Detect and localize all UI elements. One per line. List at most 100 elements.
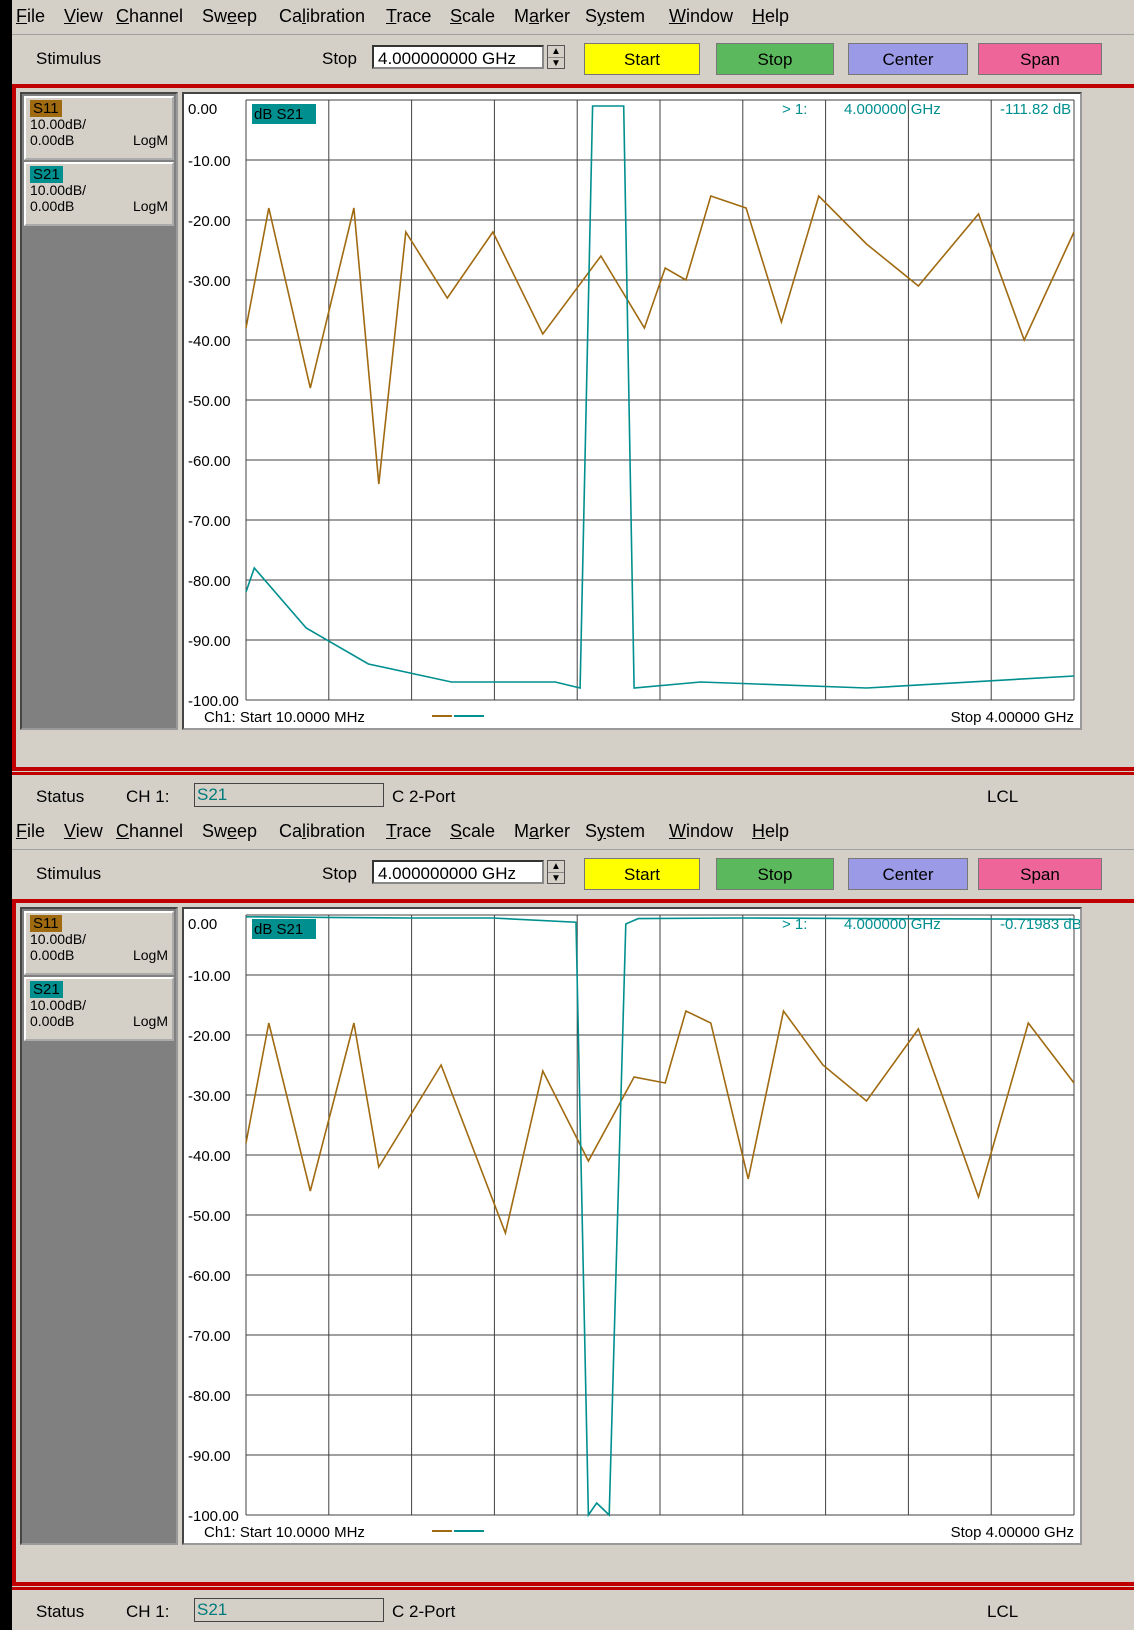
span-button[interactable]: Span bbox=[978, 43, 1102, 75]
stop-label: Stop bbox=[322, 864, 357, 883]
start-frequency-label: Ch1: Start 10.0000 MHz bbox=[204, 709, 365, 726]
menu-channel[interactable]: Channel bbox=[116, 6, 184, 26]
menu-window[interactable]: Window bbox=[669, 6, 734, 26]
y-tick-label: -40.00 bbox=[188, 1148, 231, 1165]
y-tick-label: 0.00 bbox=[188, 916, 217, 933]
trace-s11-ref: 0.00dB bbox=[30, 132, 75, 148]
menu-system[interactable]: System bbox=[585, 6, 646, 26]
spin-up-icon[interactable]: ▲ bbox=[548, 46, 564, 58]
center-button[interactable]: Center bbox=[848, 43, 968, 75]
stop-frequency-input[interactable]: 4.000000000 GHz bbox=[372, 860, 544, 884]
stimulus-label: Stimulus bbox=[36, 864, 102, 883]
y-tick-label: -60.00 bbox=[188, 453, 231, 470]
trace-s11-box[interactable]: S11 10.00dB/ 0.00dB LogM bbox=[24, 96, 174, 160]
menu-bar: File View Channel Sweep Calibration Trace Scal… bbox=[12, 815, 1134, 850]
menu-calibration[interactable]: Calibration bbox=[279, 6, 366, 26]
menu-scale[interactable]: Scale bbox=[450, 821, 496, 841]
trace-s21-box[interactable]: S21 10.00dB/ 0.00dB LogM bbox=[24, 977, 174, 1041]
trace-s11-line bbox=[245, 1009, 1075, 1236]
y-tick-label: -80.00 bbox=[188, 573, 231, 590]
marker-readout: 4.000000 GHz bbox=[844, 101, 941, 118]
menu-trace[interactable]: Trace bbox=[386, 821, 432, 841]
stop-button[interactable]: Stop bbox=[716, 858, 834, 890]
trace-s21-ref: 0.00dB bbox=[30, 198, 75, 214]
status-cal-mode: C 2-Port bbox=[392, 787, 456, 806]
menu-marker[interactable]: Marker bbox=[514, 821, 571, 841]
y-tick-label: -10.00 bbox=[188, 968, 231, 985]
menu-scale[interactable]: Scale bbox=[450, 6, 496, 26]
start-button[interactable]: Start bbox=[584, 858, 700, 890]
menu-file[interactable]: File bbox=[16, 6, 46, 26]
menu-system[interactable]: System bbox=[585, 821, 646, 841]
trace-s21-ref: 0.00dB bbox=[30, 1013, 75, 1029]
stop-frequency-input[interactable]: 4.000000000 GHz bbox=[372, 45, 544, 69]
status-label: Status bbox=[36, 1602, 85, 1621]
status-channel: CH 1: bbox=[126, 1602, 170, 1621]
marker-readout: 4.000000 GHz bbox=[844, 916, 941, 933]
y-tick-label: -90.00 bbox=[188, 1448, 231, 1465]
plot-area[interactable]: 0.00 -10.00 -20.00 -30.00 -40.00 -50.00 -60.00… bbox=[182, 907, 1082, 1545]
y-tick-label: -20.00 bbox=[188, 213, 231, 230]
menu-view[interactable]: View bbox=[64, 821, 103, 841]
y-tick-label: -90.00 bbox=[188, 633, 231, 650]
y-tick-label: -30.00 bbox=[188, 273, 231, 290]
status-active-trace: S21 bbox=[194, 783, 384, 807]
menu-window[interactable]: Window bbox=[669, 821, 734, 841]
trace-s21-line bbox=[245, 105, 1075, 690]
trace-label: dB S21 bbox=[254, 921, 303, 938]
spin-down-icon[interactable]: ▼ bbox=[551, 58, 561, 69]
frequency-spinner[interactable]: ▲ ▼ bbox=[547, 45, 565, 69]
channel-window: S11 10.00dB/ 0.00dB LogM S21 10.00dB/ 0.… bbox=[12, 84, 1134, 771]
center-button[interactable]: Center bbox=[848, 858, 968, 890]
stimulus-label: Stimulus bbox=[36, 49, 102, 68]
trace-s11-name: S11 bbox=[30, 100, 62, 117]
marker-readout: > 1: bbox=[782, 101, 807, 118]
stop-frequency-label: Stop 4.00000 GHz bbox=[951, 1524, 1074, 1541]
trace-s11-format: LogM bbox=[132, 132, 168, 148]
analyzer-window-top: File View Channel Sweep Calibration Trace Scal… bbox=[12, 0, 1134, 815]
spin-down-icon[interactable]: ▼ bbox=[551, 873, 561, 884]
sparam-chart: 0.00 -10.00 -20.00 -30.00 -40.00 -50.00 -60.00… bbox=[188, 99, 1075, 726]
menu-sweep[interactable]: Sweep bbox=[202, 6, 258, 26]
stimulus-toolbar: Stimulus Stop 4.000000000 GHz ▲ ▼ Start S… bbox=[12, 36, 1134, 80]
plot-area[interactable]: 0.00 -10.00 -20.00 -30.00 -40.00 -50.00 -60.00… bbox=[182, 92, 1082, 730]
y-tick-label: -80.00 bbox=[188, 1388, 231, 1405]
menu-view[interactable]: View bbox=[64, 6, 103, 26]
spin-up-icon[interactable]: ▲ bbox=[548, 861, 564, 873]
menu-bar: File View Channel Sweep Calibration Trace Scal… bbox=[12, 0, 1134, 35]
trace-list-panel: S11 10.00dB/ 0.00dB LogM S21 10.00dB/ 0.… bbox=[20, 92, 178, 730]
menu-trace[interactable]: Trace bbox=[386, 6, 432, 26]
trace-s11-format: LogM bbox=[132, 947, 168, 963]
menu-sweep[interactable]: Sweep bbox=[202, 821, 258, 841]
status-bar: Status CH 1: S21 C 2-Port LCL bbox=[12, 1592, 1134, 1630]
channel-window: S11 10.00dB/ 0.00dB LogM S21 10.00dB/ 0.… bbox=[12, 899, 1134, 1586]
frequency-spinner[interactable]: ▲ ▼ bbox=[547, 860, 565, 884]
analyzer-window-bottom: File View Channel Sweep Calibration Trace Scal… bbox=[12, 815, 1134, 1630]
trace-s21-line bbox=[245, 916, 1075, 1518]
trace-label-bg bbox=[252, 104, 316, 124]
y-tick-label: -30.00 bbox=[188, 1088, 231, 1105]
span-button[interactable]: Span bbox=[978, 858, 1102, 890]
menu-channel[interactable]: Channel bbox=[116, 821, 184, 841]
status-lcl: LCL bbox=[987, 1602, 1019, 1621]
marker-readout: -0.71983 dB bbox=[1000, 916, 1080, 933]
marker-readout: > 1: bbox=[782, 916, 807, 933]
menu-calibration[interactable]: Calibration bbox=[279, 821, 366, 841]
start-button[interactable]: Start bbox=[584, 43, 700, 75]
trace-s21-format: LogM bbox=[132, 1013, 168, 1029]
menu-marker[interactable]: Marker bbox=[514, 6, 571, 26]
menu-help[interactable]: Help bbox=[752, 821, 790, 841]
start-frequency-label: Ch1: Start 10.0000 MHz bbox=[204, 1524, 365, 1541]
status-bar: Status CH 1: S21 C 2-Port LCL bbox=[12, 777, 1134, 815]
stop-button[interactable]: Stop bbox=[716, 43, 834, 75]
trace-s21-box[interactable]: S21 10.00dB/ 0.00dB LogM bbox=[24, 162, 174, 226]
status-label: Status bbox=[36, 787, 85, 806]
y-tick-label: -60.00 bbox=[188, 1268, 231, 1285]
trace-s11-scale: 10.00dB/ bbox=[30, 931, 87, 947]
menu-file[interactable]: File bbox=[16, 821, 46, 841]
menu-help[interactable]: Help bbox=[752, 6, 790, 26]
trace-s21-scale: 10.00dB/ bbox=[30, 182, 87, 198]
trace-s21-scale: 10.00dB/ bbox=[30, 997, 87, 1013]
y-tick-label: -50.00 bbox=[188, 393, 231, 410]
trace-s11-box[interactable]: S11 10.00dB/ 0.00dB LogM bbox=[24, 911, 174, 975]
